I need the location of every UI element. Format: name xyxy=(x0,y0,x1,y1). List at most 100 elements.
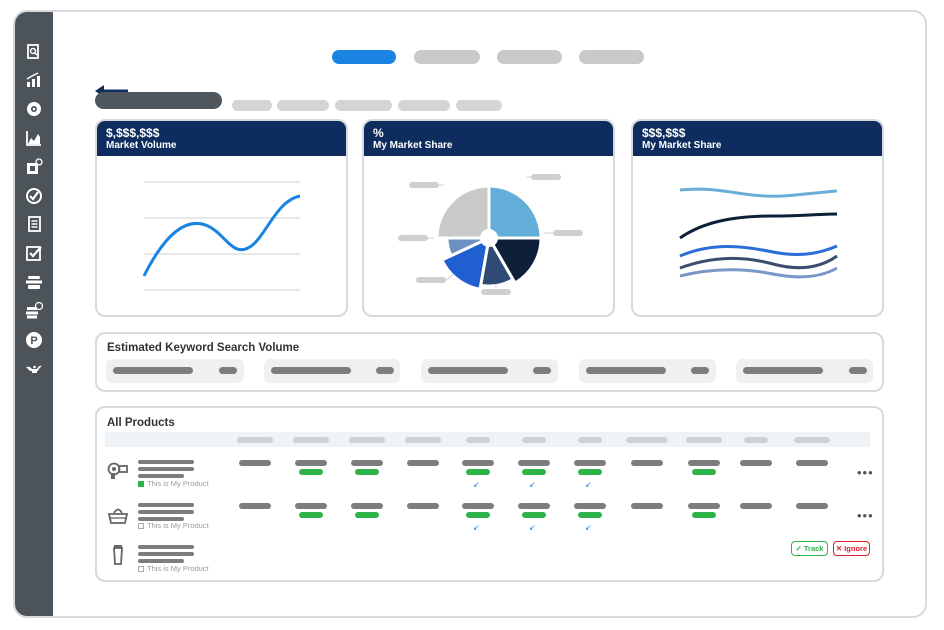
checked-box-icon xyxy=(138,481,144,487)
card-label: My Market Share xyxy=(642,140,722,151)
my-product-tag[interactable]: This is My Product xyxy=(138,521,209,530)
ignore-button[interactable]: ✕ Ignore xyxy=(833,541,870,556)
document-search-icon[interactable] xyxy=(24,42,44,62)
series-line-5 xyxy=(679,266,838,279)
column-header[interactable] xyxy=(293,437,329,443)
positive-indicator xyxy=(466,512,490,518)
trend-down-icon: ↙ xyxy=(529,523,536,532)
subtab-6[interactable] xyxy=(456,100,502,111)
nav-tab-1[interactable] xyxy=(332,50,396,64)
column-header[interactable] xyxy=(522,437,546,443)
sidebar: P xyxy=(15,12,53,616)
product-title-bar xyxy=(138,467,194,471)
volume-line xyxy=(142,194,301,277)
nav-tab-2[interactable] xyxy=(414,50,480,64)
genie-lamp-icon[interactable] xyxy=(24,358,44,378)
product-title-bar xyxy=(138,474,184,478)
brain-gear-icon[interactable] xyxy=(24,99,44,119)
table-cell xyxy=(518,460,550,466)
nav-tab-3[interactable] xyxy=(497,50,562,64)
positive-indicator xyxy=(355,469,379,475)
product-title-bar xyxy=(138,559,184,563)
my-product-tag[interactable]: This is My Product xyxy=(138,564,209,573)
pie-slice xyxy=(435,184,491,240)
stack-icon[interactable] xyxy=(24,272,44,292)
table-cell xyxy=(688,503,720,509)
table-cell xyxy=(688,460,720,466)
table-cell xyxy=(295,460,327,466)
positive-indicator xyxy=(466,469,490,475)
positive-indicator xyxy=(299,512,323,518)
series-line-4 xyxy=(679,254,838,270)
area-chart-icon[interactable] xyxy=(24,128,44,148)
pie-label xyxy=(481,289,511,295)
series-line-3 xyxy=(679,244,838,258)
document-list-icon[interactable] xyxy=(24,214,44,234)
keyword-bar xyxy=(428,367,508,374)
product-title-bar xyxy=(138,510,194,514)
positive-indicator xyxy=(355,512,379,518)
column-header[interactable] xyxy=(626,437,668,443)
market-share-pie-card: % My Market Share xyxy=(362,119,615,317)
subtab-5[interactable] xyxy=(398,100,450,111)
table-cell xyxy=(631,503,663,509)
card-header: $,$$$,$$$ Market Volume xyxy=(97,121,346,156)
trend-down-icon: ↙ xyxy=(585,480,592,489)
bar-chart-icon[interactable] xyxy=(24,70,44,90)
table-cell xyxy=(631,460,663,466)
table-cell xyxy=(239,503,271,509)
row-more-menu[interactable]: ••• xyxy=(857,465,874,480)
table-cell xyxy=(295,503,327,509)
check-circle-icon[interactable] xyxy=(24,186,44,206)
nav-tab-4[interactable] xyxy=(579,50,644,64)
alert-stack-icon[interactable] xyxy=(24,301,44,321)
table-cell xyxy=(740,460,772,466)
subtab-4[interactable] xyxy=(335,100,392,111)
table-cell xyxy=(351,503,383,509)
trend-down-icon: ↙ xyxy=(529,480,536,489)
keyword-bar xyxy=(743,367,823,374)
product-add-icon[interactable] xyxy=(24,157,44,177)
keyword-bar xyxy=(586,367,666,374)
column-header[interactable] xyxy=(349,437,385,443)
pie-label xyxy=(553,230,583,236)
my-product-label: This is My Product xyxy=(147,521,209,530)
keyword-volume-title: Estimated Keyword Search Volume xyxy=(107,342,300,354)
keyword-count xyxy=(533,367,551,374)
my-product-tag[interactable]: This is My Product xyxy=(138,479,209,488)
unchecked-box-icon xyxy=(138,523,144,529)
pie-leader xyxy=(445,273,455,281)
table-cell xyxy=(574,503,606,509)
column-header[interactable] xyxy=(405,437,441,443)
row-more-menu[interactable]: ••• xyxy=(857,508,874,523)
positive-indicator xyxy=(522,512,546,518)
subtab-3[interactable] xyxy=(277,100,329,111)
subtab-2[interactable] xyxy=(232,100,272,111)
positive-indicator xyxy=(522,469,546,475)
pie-label xyxy=(531,174,561,180)
track-button[interactable]: ✓ Track xyxy=(791,541,828,556)
table-cell xyxy=(462,503,494,509)
column-header[interactable] xyxy=(794,437,830,443)
checkbox-icon[interactable] xyxy=(24,243,44,263)
column-header[interactable] xyxy=(237,437,273,443)
column-header[interactable] xyxy=(744,437,768,443)
table-cell xyxy=(407,460,439,466)
table-cell xyxy=(796,503,828,509)
subtab-active[interactable] xyxy=(95,92,222,109)
product-title-bar xyxy=(138,517,184,521)
column-header[interactable] xyxy=(686,437,722,443)
keyword-count xyxy=(691,367,709,374)
app-window: P $,$$$,$$$ Market Volume % xyxy=(13,10,927,618)
pie-label xyxy=(398,235,428,241)
tube-icon xyxy=(112,544,124,571)
keyword-bar xyxy=(271,367,351,374)
card-value: $,$$$,$$$ xyxy=(106,126,160,140)
p-circle-icon[interactable]: P xyxy=(24,330,44,350)
column-header[interactable] xyxy=(466,437,490,443)
market-volume-line-chart xyxy=(142,181,301,291)
column-header[interactable] xyxy=(578,437,602,443)
positive-indicator xyxy=(299,469,323,475)
my-product-label: This is My Product xyxy=(147,564,209,573)
card-header: $$$,$$$ My Market Share xyxy=(633,121,882,156)
